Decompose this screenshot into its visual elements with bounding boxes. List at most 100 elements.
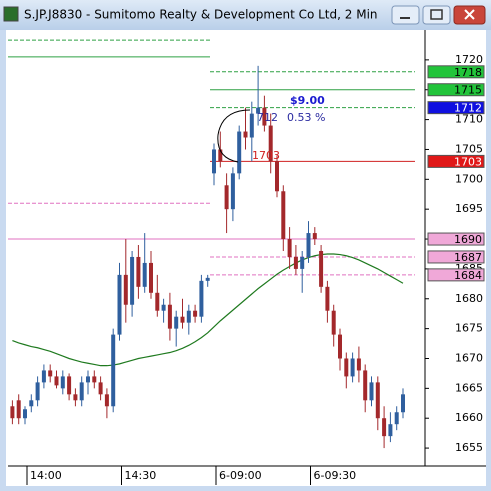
candle-body <box>123 274 128 305</box>
level-label: 1690 <box>454 233 482 246</box>
candle-body <box>281 191 286 240</box>
y-tick-label: 1720 <box>455 53 483 66</box>
candle-body <box>10 406 15 419</box>
annotation: 712 <box>257 111 278 124</box>
y-tick-label: 1675 <box>455 322 483 335</box>
candle-body <box>130 256 135 305</box>
level-label: 1715 <box>454 84 482 97</box>
candle-body <box>350 358 355 377</box>
candle-body <box>180 316 185 323</box>
annotation: 1703 <box>252 149 280 162</box>
candle-body <box>382 418 387 437</box>
candle-body <box>243 131 248 138</box>
candle-body <box>306 233 311 257</box>
candle-body <box>54 376 59 386</box>
candle-body <box>92 376 97 383</box>
candle-body <box>369 382 374 401</box>
candle-body <box>29 400 34 407</box>
candle-body <box>275 161 279 192</box>
candle-body <box>212 149 216 174</box>
candle-body <box>199 280 204 317</box>
candle-body <box>167 304 172 329</box>
candle-body <box>287 239 292 257</box>
level-label: 1684 <box>454 269 482 282</box>
candle-body <box>16 400 21 419</box>
candle-body <box>73 394 78 401</box>
y-tick-label: 1655 <box>455 441 483 454</box>
maximize-button[interactable] <box>422 5 451 25</box>
level-badge <box>427 232 485 246</box>
y-tick-label: 1665 <box>455 381 483 394</box>
candle-body <box>230 173 235 210</box>
candle-body <box>155 292 160 311</box>
candle-body <box>142 262 147 287</box>
candle-body <box>111 334 116 407</box>
candle-body <box>41 370 46 383</box>
candle-body <box>293 256 298 269</box>
candle-body <box>224 185 229 210</box>
y-tick-label: 1700 <box>455 172 483 185</box>
candle-body <box>388 424 393 437</box>
annotation: $9.00 <box>290 94 325 107</box>
candle-body <box>60 376 65 389</box>
y-tick-label: 1660 <box>455 411 483 424</box>
candle-body <box>344 358 349 377</box>
level-label: 1712 <box>454 102 482 115</box>
bracket <box>217 109 251 163</box>
candle-body <box>149 262 153 293</box>
y-tick-label: 1710 <box>455 113 483 126</box>
candle-body <box>48 370 53 377</box>
candle-body <box>237 131 242 174</box>
candle-body <box>104 394 109 407</box>
candle-body <box>67 376 72 395</box>
level-badge <box>427 65 485 79</box>
level-badge <box>427 101 485 115</box>
x-tick-label: 14:00 <box>30 469 62 482</box>
candle-body <box>300 256 305 269</box>
candle-body <box>79 382 84 401</box>
x-tick-label: 6-09:30 <box>314 469 357 482</box>
candle-body <box>161 304 166 311</box>
app-icon <box>3 6 19 22</box>
candle-body <box>186 310 191 323</box>
candle-body <box>249 113 254 138</box>
candle-body <box>312 233 317 240</box>
level-label: 1703 <box>454 155 482 168</box>
chart-area <box>6 30 486 486</box>
candle-body <box>401 394 405 413</box>
window-title: S.JP.J8830 - Sumitomo Realty & Developme… <box>24 8 378 22</box>
annotation: 0.53 % <box>287 111 325 124</box>
candle-body <box>325 286 330 311</box>
candle-body <box>375 382 380 419</box>
level-label: 1718 <box>454 66 482 79</box>
moving-average <box>12 253 404 367</box>
candle-body <box>117 274 122 335</box>
candle-body <box>136 256 141 287</box>
level-badge <box>427 154 485 168</box>
x-tick-label: 6-09:00 <box>219 469 262 482</box>
candle-body <box>218 149 223 162</box>
y-tick-label: 1705 <box>455 142 483 155</box>
candle-body <box>256 107 261 114</box>
candle-body <box>205 277 210 281</box>
candle-body <box>23 409 27 419</box>
candle-body <box>338 334 342 359</box>
minimize-button[interactable] <box>391 5 420 25</box>
candle-body <box>363 370 368 401</box>
candle-body <box>268 125 273 162</box>
level-badge <box>427 83 485 97</box>
y-tick-label: 1670 <box>455 351 483 364</box>
candle-body <box>193 310 198 317</box>
y-tick-label: 1695 <box>455 202 483 215</box>
candle-body <box>262 107 267 126</box>
candle-body <box>174 316 179 329</box>
candle-body <box>394 412 399 425</box>
candle-body <box>86 376 90 383</box>
x-tick-label: 14:30 <box>125 469 157 482</box>
level-label: 1687 <box>454 251 482 264</box>
level-badge <box>427 268 485 282</box>
candle-body <box>331 310 336 335</box>
candle-body <box>98 382 103 395</box>
